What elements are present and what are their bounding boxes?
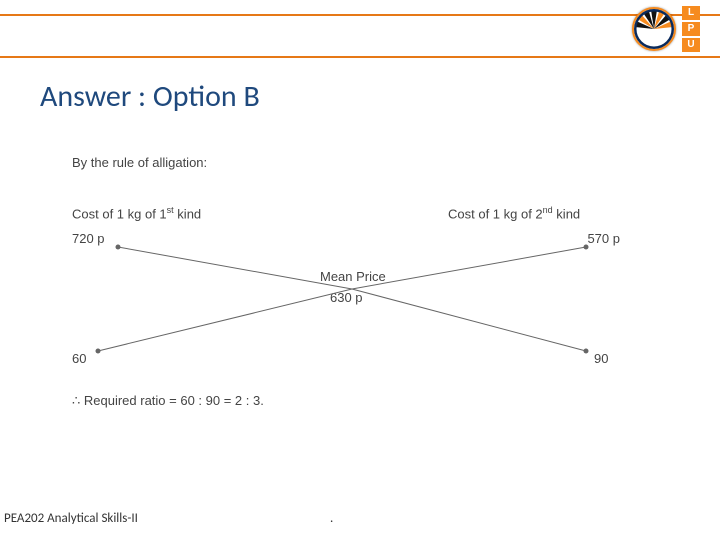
- footer-dot: .: [330, 511, 333, 526]
- lpu-letter-blocks: L P U: [682, 6, 700, 52]
- lpu-letter-u: U: [682, 38, 700, 52]
- logo: L P U: [632, 6, 700, 52]
- logo-sunburst-icon: [632, 7, 676, 51]
- header-rule-2: [0, 56, 720, 58]
- slide-title: Answer : Option B: [40, 78, 260, 115]
- footer-course: PEA202 Analytical Skills-II: [4, 511, 138, 526]
- lpu-letter-p: P: [682, 22, 700, 36]
- header-rule-1: [0, 14, 720, 16]
- diagram-lines: [70, 155, 630, 425]
- lpu-letter-l: L: [682, 6, 700, 20]
- alligation-diagram: By the rule of alligation: Cost of 1 kg …: [70, 155, 630, 425]
